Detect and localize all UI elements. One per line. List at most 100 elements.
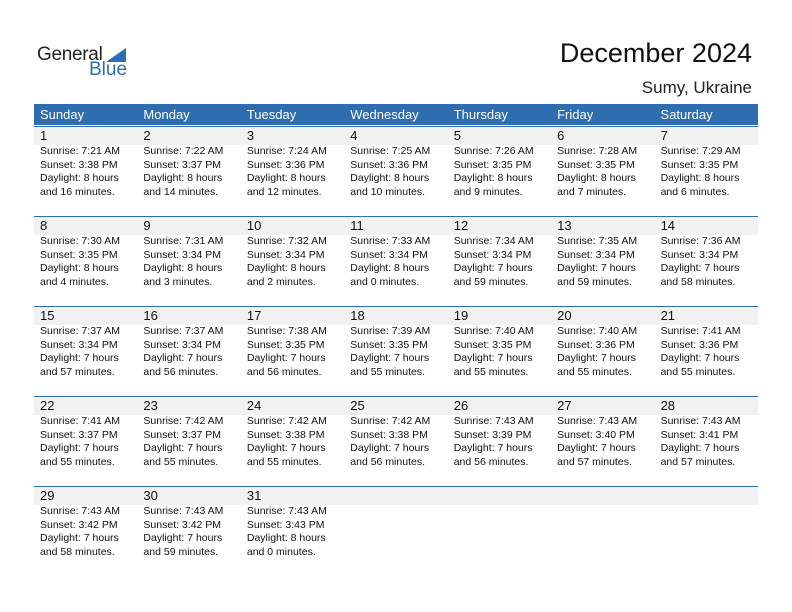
daylight-text: Daylight: 7 hours — [143, 442, 223, 454]
day-number-band — [34, 217, 758, 235]
sunset-text: Sunset: 3:34 PM — [143, 248, 222, 261]
sunrise-text: Sunrise: 7:24 AM — [246, 145, 327, 157]
daylight-minutes-text: and 2 minutes. — [246, 275, 316, 288]
day-cell: 31 Sunrise: 7:43 AM Sunset: 3:43 PM Dayligh… — [241, 487, 344, 575]
daylight-text: Daylight: 7 hours — [246, 352, 326, 364]
day-cell: 19 Sunrise: 7:40 AM Sunset: 3:35 PM Dayligh… — [448, 307, 551, 395]
sunset-text: Sunset: 3:36 PM — [350, 158, 428, 171]
day-number-band — [34, 307, 758, 325]
day-cell: 10 Sunrise: 7:32 AM Sunset: 3:34 PM Dayligh… — [241, 217, 344, 305]
daylight-text: Daylight: 7 hours — [40, 532, 119, 544]
sunrise-text: Sunrise: 7:41 AM — [660, 325, 741, 337]
daylight-text: Daylight: 7 hours — [660, 442, 740, 454]
day-cell: 3 Sunrise: 7:24 AM Sunset: 3:36 PM Daylight… — [241, 127, 344, 215]
daylight-minutes-text: and 9 minutes. — [453, 185, 523, 198]
daylight-minutes-text: and 14 minutes. — [143, 185, 219, 198]
sunset-text: Sunset: 3:40 PM — [557, 428, 635, 441]
day-number: 29 — [40, 488, 55, 503]
logo: General Blue — [37, 44, 132, 80]
sunset-text: Sunset: 3:37 PM — [143, 428, 222, 441]
daylight-minutes-text: and 3 minutes. — [143, 275, 213, 288]
day-cell: 22 Sunrise: 7:41 AM Sunset: 3:37 PM Dayligh… — [34, 397, 137, 485]
daylight-text: Daylight: 7 hours — [246, 442, 326, 454]
location: Sumy, Ukraine — [641, 78, 752, 97]
day-cell: 7 Sunrise: 7:29 AM Sunset: 3:35 PM Daylight… — [655, 127, 758, 215]
day-number: 15 — [40, 308, 55, 323]
sunrise-text: Sunrise: 7:21 AM — [40, 145, 120, 157]
day-cell: 11 Sunrise: 7:33 AM Sunset: 3:34 PM Dayligh… — [344, 217, 447, 305]
day-number: 9 — [143, 218, 151, 233]
sunrise-text: Sunrise: 7:33 AM — [350, 235, 431, 247]
sunset-text: Sunset: 3:34 PM — [557, 248, 635, 261]
weekday-wednesday: Wednesday — [350, 107, 419, 122]
daylight-text: Daylight: 8 hours — [40, 172, 119, 184]
daylight-minutes-text: and 57 minutes. — [40, 365, 115, 378]
sunrise-text: Sunrise: 7:32 AM — [246, 235, 327, 247]
sunset-text: Sunset: 3:34 PM — [143, 338, 222, 351]
daylight-text: Daylight: 7 hours — [453, 262, 533, 274]
daylight-minutes-text: and 59 minutes. — [557, 275, 632, 288]
sunset-text: Sunset: 3:35 PM — [246, 338, 325, 351]
day-cell: 9 Sunrise: 7:31 AM Sunset: 3:34 PM Daylight… — [137, 217, 240, 305]
sunset-text: Sunset: 3:38 PM — [350, 428, 428, 441]
sunset-text: Sunset: 3:34 PM — [453, 248, 532, 261]
day-number: 24 — [246, 398, 262, 413]
daylight-text: Daylight: 7 hours — [660, 352, 740, 364]
sunrise-text: Sunrise: 7:43 AM — [557, 415, 638, 427]
daylight-minutes-text: and 56 minutes. — [453, 455, 529, 468]
sunrise-text: Sunrise: 7:43 AM — [453, 415, 534, 427]
day-cell: 24 Sunrise: 7:42 AM Sunset: 3:38 PM Dayligh… — [241, 397, 344, 485]
daylight-minutes-text: and 16 minutes. — [40, 185, 115, 198]
sunset-text: Sunset: 3:34 PM — [660, 248, 739, 261]
sunset-text: Sunset: 3:42 PM — [40, 518, 118, 531]
sunset-text: Sunset: 3:34 PM — [246, 248, 325, 261]
day-cell: 26 Sunrise: 7:43 AM Sunset: 3:39 PM Dayligh… — [448, 397, 551, 485]
sunset-text: Sunset: 3:35 PM — [557, 158, 635, 171]
sunset-text: Sunset: 3:42 PM — [143, 518, 222, 531]
daylight-text: Daylight: 7 hours — [143, 532, 223, 544]
day-number: 8 — [40, 218, 48, 233]
sunset-text: Sunset: 3:34 PM — [40, 338, 118, 351]
daylight-text: Daylight: 8 hours — [246, 532, 326, 544]
daylight-text: Daylight: 8 hours — [453, 172, 533, 184]
day-cell: 20 Sunrise: 7:40 AM Sunset: 3:36 PM Dayligh… — [551, 307, 654, 395]
day-number: 27 — [557, 398, 572, 413]
sunset-text: Sunset: 3:37 PM — [143, 158, 222, 171]
day-cell: 16 Sunrise: 7:37 AM Sunset: 3:34 PM Dayligh… — [137, 307, 240, 395]
daylight-minutes-text: and 4 minutes. — [40, 275, 109, 288]
day-number: 19 — [453, 308, 469, 323]
sunrise-text: Sunrise: 7:26 AM — [453, 145, 534, 157]
daylight-text: Daylight: 7 hours — [40, 352, 119, 364]
sunrise-text: Sunrise: 7:43 AM — [660, 415, 741, 427]
sunrise-text: Sunrise: 7:25 AM — [350, 145, 431, 157]
sunset-text: Sunset: 3:43 PM — [246, 518, 325, 531]
daylight-text: Daylight: 7 hours — [557, 262, 636, 274]
daylight-minutes-text: and 55 minutes. — [350, 365, 425, 378]
daylight-text: Daylight: 8 hours — [246, 262, 326, 274]
day-number: 11 — [350, 218, 364, 233]
day-number: 10 — [246, 218, 262, 233]
logo-text-general: General — [37, 44, 103, 65]
day-number-band — [34, 397, 758, 415]
logo-triangle-icon — [106, 48, 126, 62]
daylight-minutes-text: and 55 minutes. — [246, 455, 322, 468]
sunrise-text: Sunrise: 7:40 AM — [557, 325, 638, 337]
daylight-text: Daylight: 7 hours — [453, 352, 533, 364]
daylight-text: Daylight: 8 hours — [350, 172, 430, 184]
daylight-minutes-text: and 56 minutes. — [143, 365, 219, 378]
weekday-sunday: Sunday — [40, 107, 85, 122]
day-cell: 14 Sunrise: 7:36 AM Sunset: 3:34 PM Dayligh… — [655, 217, 758, 305]
daylight-text: Daylight: 7 hours — [453, 442, 533, 454]
sunset-text: Sunset: 3:35 PM — [350, 338, 428, 351]
sunrise-text: Sunrise: 7:31 AM — [143, 235, 224, 247]
day-number: 21 — [660, 308, 676, 323]
day-cell: 25 Sunrise: 7:42 AM Sunset: 3:38 PM Dayligh… — [344, 397, 447, 485]
day-number-band — [34, 487, 758, 505]
week-row: 8 Sunrise: 7:30 AM Sunset: 3:35 PM Daylight… — [34, 216, 758, 307]
page-title: December 2024 — [559, 38, 752, 68]
day-number: 6 — [557, 128, 565, 143]
day-number: 14 — [660, 218, 676, 233]
sunrise-text: Sunrise: 7:38 AM — [246, 325, 327, 337]
sunset-text: Sunset: 3:41 PM — [660, 428, 739, 441]
day-cell: 6 Sunrise: 7:28 AM Sunset: 3:35 PM Daylight… — [551, 127, 654, 215]
